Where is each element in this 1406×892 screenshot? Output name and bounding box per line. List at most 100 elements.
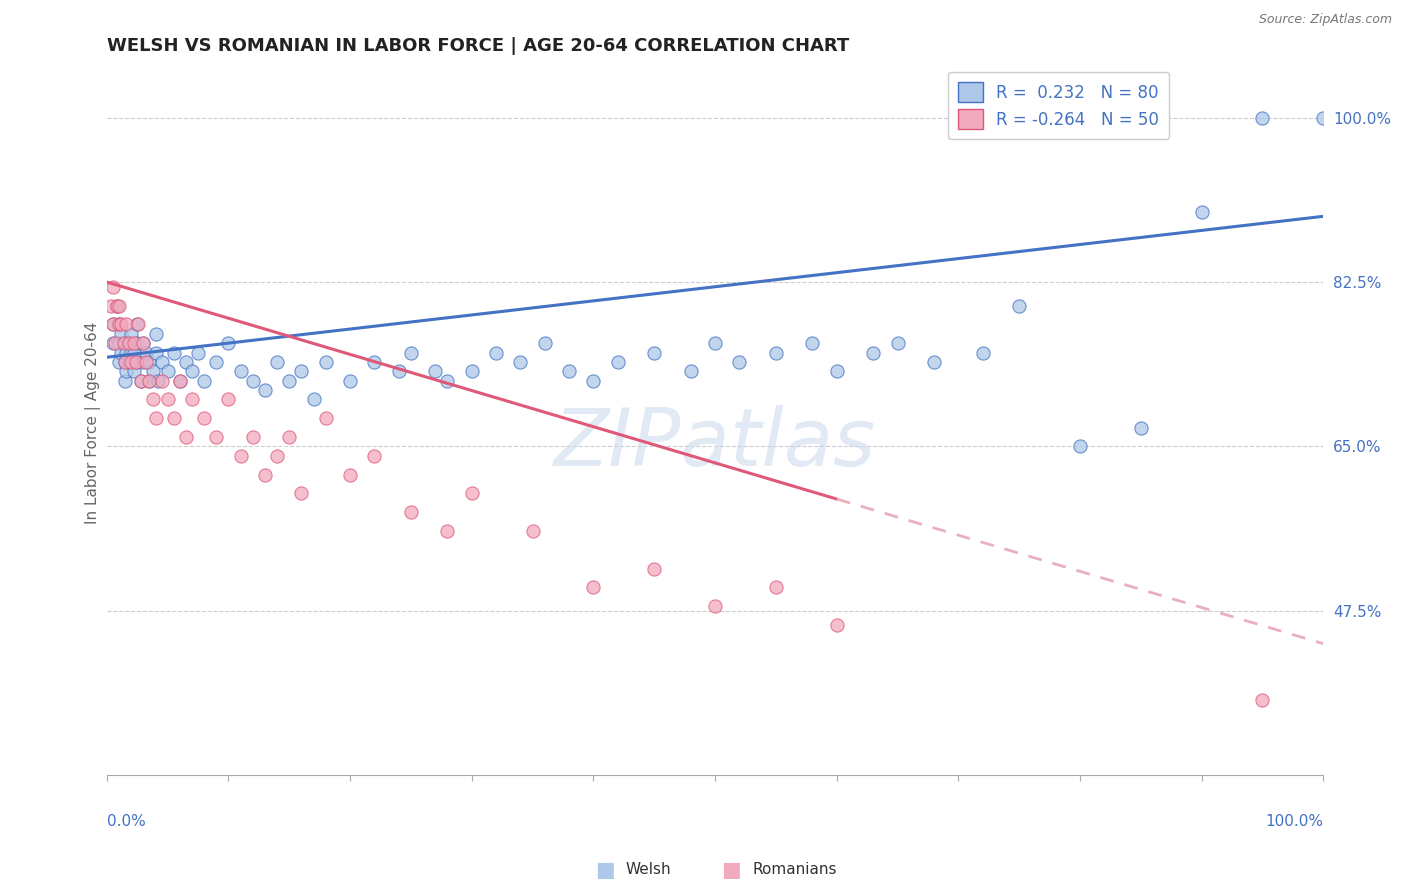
Point: [145, 326, 167, 341]
Point: [193, 374, 215, 388]
Point: [132, 336, 155, 351]
Point: [114, 374, 136, 388]
Point: [118, 355, 141, 369]
Point: [181, 364, 204, 378]
Point: [399, 345, 422, 359]
Point: [101, 336, 124, 351]
Point: [205, 430, 228, 444]
Point: [110, 326, 132, 341]
Point: [886, 336, 908, 351]
Point: [801, 336, 824, 351]
Text: Romanians: Romanians: [752, 863, 837, 877]
Point: [110, 318, 132, 332]
Point: [120, 355, 142, 369]
Point: [132, 355, 155, 369]
Point: [606, 355, 628, 369]
Text: 0.0%: 0.0%: [107, 814, 146, 829]
Point: [290, 364, 312, 378]
Point: [150, 355, 173, 369]
Y-axis label: In Labor Force | Age 20-64: In Labor Force | Age 20-64: [86, 322, 101, 524]
Point: [436, 524, 458, 538]
Point: [146, 374, 169, 388]
Point: [129, 374, 152, 388]
Point: [115, 345, 138, 359]
Point: [142, 392, 165, 407]
Point: [163, 411, 186, 425]
Point: [105, 299, 128, 313]
Point: [1191, 204, 1213, 219]
Point: [679, 364, 702, 378]
Point: [138, 355, 160, 369]
Point: [825, 364, 848, 378]
Point: [145, 411, 167, 425]
Point: [105, 299, 128, 313]
Point: [278, 430, 301, 444]
Point: [1008, 299, 1031, 313]
Point: [972, 345, 994, 359]
Point: [461, 364, 484, 378]
Point: [266, 355, 288, 369]
Point: [704, 599, 727, 613]
Point: [120, 326, 142, 341]
Point: [315, 355, 337, 369]
Point: [765, 345, 787, 359]
Point: [127, 336, 149, 351]
Point: [388, 364, 411, 378]
Text: Welsh: Welsh: [626, 863, 671, 877]
Point: [728, 355, 751, 369]
Point: [129, 374, 152, 388]
Point: [127, 318, 149, 332]
Point: [127, 318, 149, 332]
Point: [138, 374, 160, 388]
Point: [100, 299, 122, 313]
Point: [765, 580, 787, 594]
Point: [122, 345, 145, 359]
Point: [205, 355, 228, 369]
Text: Source: ZipAtlas.com: Source: ZipAtlas.com: [1258, 13, 1392, 27]
Point: [135, 355, 157, 369]
Point: [522, 524, 544, 538]
Point: [122, 364, 145, 378]
Point: [315, 411, 337, 425]
Point: [125, 355, 148, 369]
Point: [704, 336, 727, 351]
Point: [533, 336, 555, 351]
Point: [862, 345, 884, 359]
Point: [108, 336, 131, 351]
Point: [110, 345, 132, 359]
Point: [582, 374, 605, 388]
Point: [1251, 693, 1274, 707]
Point: [115, 318, 138, 332]
Point: [242, 374, 264, 388]
Point: [509, 355, 531, 369]
Text: ZIPatlas: ZIPatlas: [554, 405, 876, 483]
Point: [193, 411, 215, 425]
Point: [156, 392, 179, 407]
Point: [436, 374, 458, 388]
Point: [174, 430, 197, 444]
Point: [101, 279, 124, 293]
Point: [125, 355, 148, 369]
Point: [1312, 111, 1334, 125]
Point: [138, 374, 160, 388]
Point: [643, 345, 665, 359]
Text: WELSH VS ROMANIAN IN LABOR FORCE | AGE 20-64 CORRELATION CHART: WELSH VS ROMANIAN IN LABOR FORCE | AGE 2…: [107, 37, 849, 55]
Point: [242, 430, 264, 444]
Point: [229, 449, 252, 463]
Point: [142, 364, 165, 378]
Point: [278, 374, 301, 388]
Text: ■: ■: [595, 860, 614, 880]
Point: [101, 318, 124, 332]
Point: [108, 355, 131, 369]
Point: [108, 318, 131, 332]
Point: [582, 580, 605, 594]
Point: [266, 449, 288, 463]
Point: [1069, 439, 1091, 453]
Point: [825, 618, 848, 632]
Point: [187, 345, 209, 359]
Point: [115, 364, 138, 378]
Point: [156, 364, 179, 378]
Point: [218, 336, 240, 351]
Point: [145, 345, 167, 359]
Point: [122, 336, 145, 351]
